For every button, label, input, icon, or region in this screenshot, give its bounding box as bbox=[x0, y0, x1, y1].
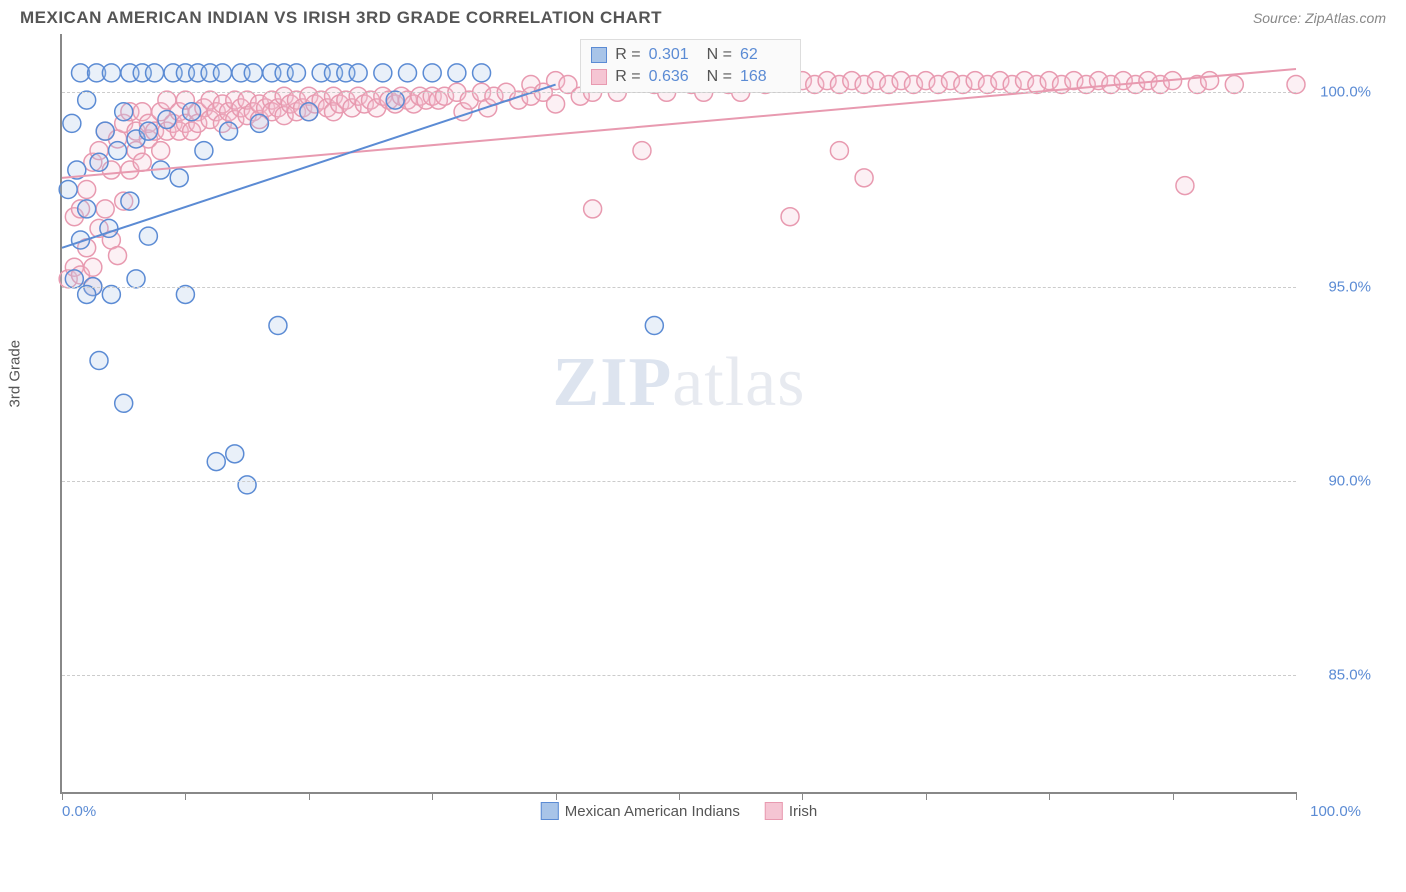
y-tick-label: 95.0% bbox=[1328, 278, 1371, 295]
data-point bbox=[139, 227, 157, 245]
data-point bbox=[109, 247, 127, 265]
chart-source: Source: ZipAtlas.com bbox=[1253, 10, 1386, 26]
data-point bbox=[102, 285, 120, 303]
data-point bbox=[300, 103, 318, 121]
data-point bbox=[207, 453, 225, 471]
data-point bbox=[78, 180, 96, 198]
stats-row: R =0.636 N =168 bbox=[591, 66, 790, 88]
data-point bbox=[195, 142, 213, 160]
data-point bbox=[65, 270, 83, 288]
data-point bbox=[423, 64, 441, 82]
data-point bbox=[855, 169, 873, 187]
legend: Mexican American Indians Irish bbox=[541, 802, 817, 820]
data-point bbox=[473, 64, 491, 82]
data-point bbox=[584, 200, 602, 218]
data-point bbox=[96, 200, 114, 218]
data-point bbox=[63, 114, 81, 132]
data-point bbox=[213, 64, 231, 82]
data-point bbox=[90, 352, 108, 370]
data-point bbox=[78, 200, 96, 218]
data-point bbox=[830, 142, 848, 160]
y-tick-label: 100.0% bbox=[1320, 84, 1371, 101]
stats-box: R =0.301 N =62 R =0.636 N =168 bbox=[580, 39, 801, 93]
data-point bbox=[183, 103, 201, 121]
chart-container: 3rd Grade ZIPatlas R =0.301 N =62 R =0.6… bbox=[60, 34, 1386, 824]
data-point bbox=[78, 285, 96, 303]
data-point bbox=[127, 270, 145, 288]
data-point bbox=[244, 64, 262, 82]
data-point bbox=[146, 64, 164, 82]
stats-row: R =0.301 N =62 bbox=[591, 44, 790, 66]
data-point bbox=[633, 142, 651, 160]
data-point bbox=[448, 64, 466, 82]
chart-title: MEXICAN AMERICAN INDIAN VS IRISH 3RD GRA… bbox=[20, 8, 662, 28]
data-point bbox=[121, 192, 139, 210]
data-point bbox=[1225, 76, 1243, 94]
data-point bbox=[349, 64, 367, 82]
data-point bbox=[399, 64, 417, 82]
data-point bbox=[269, 317, 287, 335]
chart-header: MEXICAN AMERICAN INDIAN VS IRISH 3RD GRA… bbox=[0, 0, 1406, 34]
data-point bbox=[226, 445, 244, 463]
data-point bbox=[1201, 72, 1219, 90]
data-point bbox=[238, 476, 256, 494]
data-point bbox=[176, 285, 194, 303]
data-point bbox=[158, 111, 176, 129]
data-point bbox=[78, 91, 96, 109]
data-point bbox=[90, 153, 108, 171]
data-point bbox=[220, 122, 238, 140]
data-point bbox=[547, 95, 565, 113]
data-point bbox=[115, 103, 133, 121]
y-axis-title: 3rd Grade bbox=[7, 340, 24, 408]
data-point bbox=[109, 142, 127, 160]
data-point bbox=[374, 64, 392, 82]
x-axis-max-label: 100.0% bbox=[1310, 803, 1361, 820]
data-point bbox=[645, 317, 663, 335]
data-point bbox=[152, 142, 170, 160]
legend-item: Irish bbox=[765, 802, 817, 820]
data-point bbox=[102, 64, 120, 82]
data-point bbox=[781, 208, 799, 226]
data-point bbox=[1287, 76, 1305, 94]
data-point bbox=[115, 394, 133, 412]
data-point bbox=[96, 122, 114, 140]
data-point bbox=[1176, 177, 1194, 195]
data-point bbox=[287, 64, 305, 82]
y-tick-label: 85.0% bbox=[1328, 667, 1371, 684]
data-point bbox=[133, 153, 151, 171]
plot-svg bbox=[62, 34, 1296, 792]
data-point bbox=[139, 122, 157, 140]
legend-item: Mexican American Indians bbox=[541, 802, 740, 820]
data-point bbox=[84, 258, 102, 276]
x-axis-min-label: 0.0% bbox=[62, 803, 96, 820]
data-point bbox=[170, 169, 188, 187]
y-tick-label: 90.0% bbox=[1328, 473, 1371, 490]
data-point bbox=[386, 91, 404, 109]
data-point bbox=[59, 180, 77, 198]
data-point bbox=[250, 114, 268, 132]
plot-area: ZIPatlas R =0.301 N =62 R =0.636 N =168 … bbox=[60, 34, 1296, 794]
